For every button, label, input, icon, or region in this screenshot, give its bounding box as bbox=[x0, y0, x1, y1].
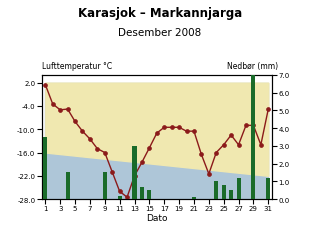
Text: Karasjok – Markannjarga: Karasjok – Markannjarga bbox=[78, 7, 242, 20]
Bar bbox=[266, 178, 270, 199]
Bar bbox=[229, 190, 233, 199]
Bar bbox=[214, 182, 218, 199]
Bar bbox=[66, 173, 70, 199]
Bar bbox=[132, 146, 137, 199]
Bar bbox=[43, 137, 47, 199]
Bar bbox=[103, 173, 107, 199]
Text: Lufttemperatur °C: Lufttemperatur °C bbox=[42, 62, 112, 71]
Bar bbox=[147, 190, 151, 199]
Bar bbox=[236, 178, 241, 199]
Bar bbox=[117, 196, 122, 199]
Text: Desember 2008: Desember 2008 bbox=[118, 27, 202, 37]
Bar bbox=[192, 197, 196, 199]
X-axis label: Dato: Dato bbox=[146, 213, 168, 222]
Bar bbox=[252, 76, 255, 199]
Bar bbox=[140, 187, 144, 199]
Bar bbox=[222, 185, 226, 199]
Text: Nedbør (mm): Nedbør (mm) bbox=[227, 62, 278, 71]
